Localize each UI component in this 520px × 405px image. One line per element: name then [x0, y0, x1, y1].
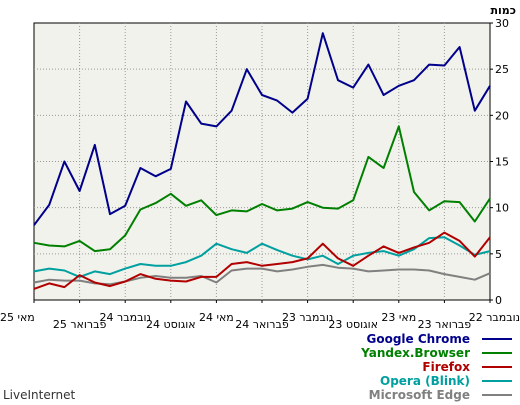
series-line-google-chrome [33, 32, 491, 226]
series-line-microsoft-edge [33, 263, 491, 286]
x-tick-label: נובמבר 23 [282, 311, 333, 324]
legend-label-opera-blink: Opera (Blink) [380, 374, 470, 388]
x-tick-label: נובמבר 24 [100, 311, 151, 324]
y-tick-label: 10 [495, 202, 509, 215]
legend-label-yandex-browser: Yandex.Browser [360, 346, 470, 360]
y-tick-label: 0 [495, 294, 502, 307]
grid [34, 23, 490, 300]
y-tick-label: 15 [495, 156, 509, 169]
y-tick-label: 5 [495, 248, 502, 261]
legend-label-google-chrome: Google Chrome [366, 332, 470, 346]
x-tick-label: מאי 23 [381, 311, 416, 324]
x-tick-label: מאי 25 [0, 311, 35, 324]
series-line-opera-blink [33, 236, 491, 278]
x-tick-label: מאי 24 [199, 311, 234, 324]
y-tick-label: 20 [495, 109, 509, 122]
y-tick-label: 30 [495, 17, 509, 30]
series-line-yandex-browser [33, 125, 491, 253]
y-axis-unit-label: כמות [491, 4, 516, 17]
series-line-firefox [33, 231, 491, 290]
x-tick-label: פברואר 23 [418, 318, 472, 331]
watermark-liveinternet: LiveInternet [3, 388, 75, 402]
x-tick-label: נובמבר 22 [469, 311, 520, 324]
series-lines [33, 32, 491, 290]
y-tick-label: 25 [495, 63, 509, 76]
x-tick-label: פברואר 25 [53, 318, 107, 331]
legend-label-microsoft-edge: Microsoft Edge [369, 388, 470, 402]
x-tick-label: אוגוסט 23 [328, 318, 378, 331]
x-tick-label: פברואר 24 [235, 318, 289, 331]
legend: Google ChromeYandex.BrowserFirefoxOpera … [360, 332, 512, 402]
y-axis: 0 5 10 15 20 25 30 [490, 17, 509, 307]
x-tick-label: אוגוסט 24 [146, 318, 196, 331]
legend-label-firefox: Firefox [422, 360, 470, 374]
